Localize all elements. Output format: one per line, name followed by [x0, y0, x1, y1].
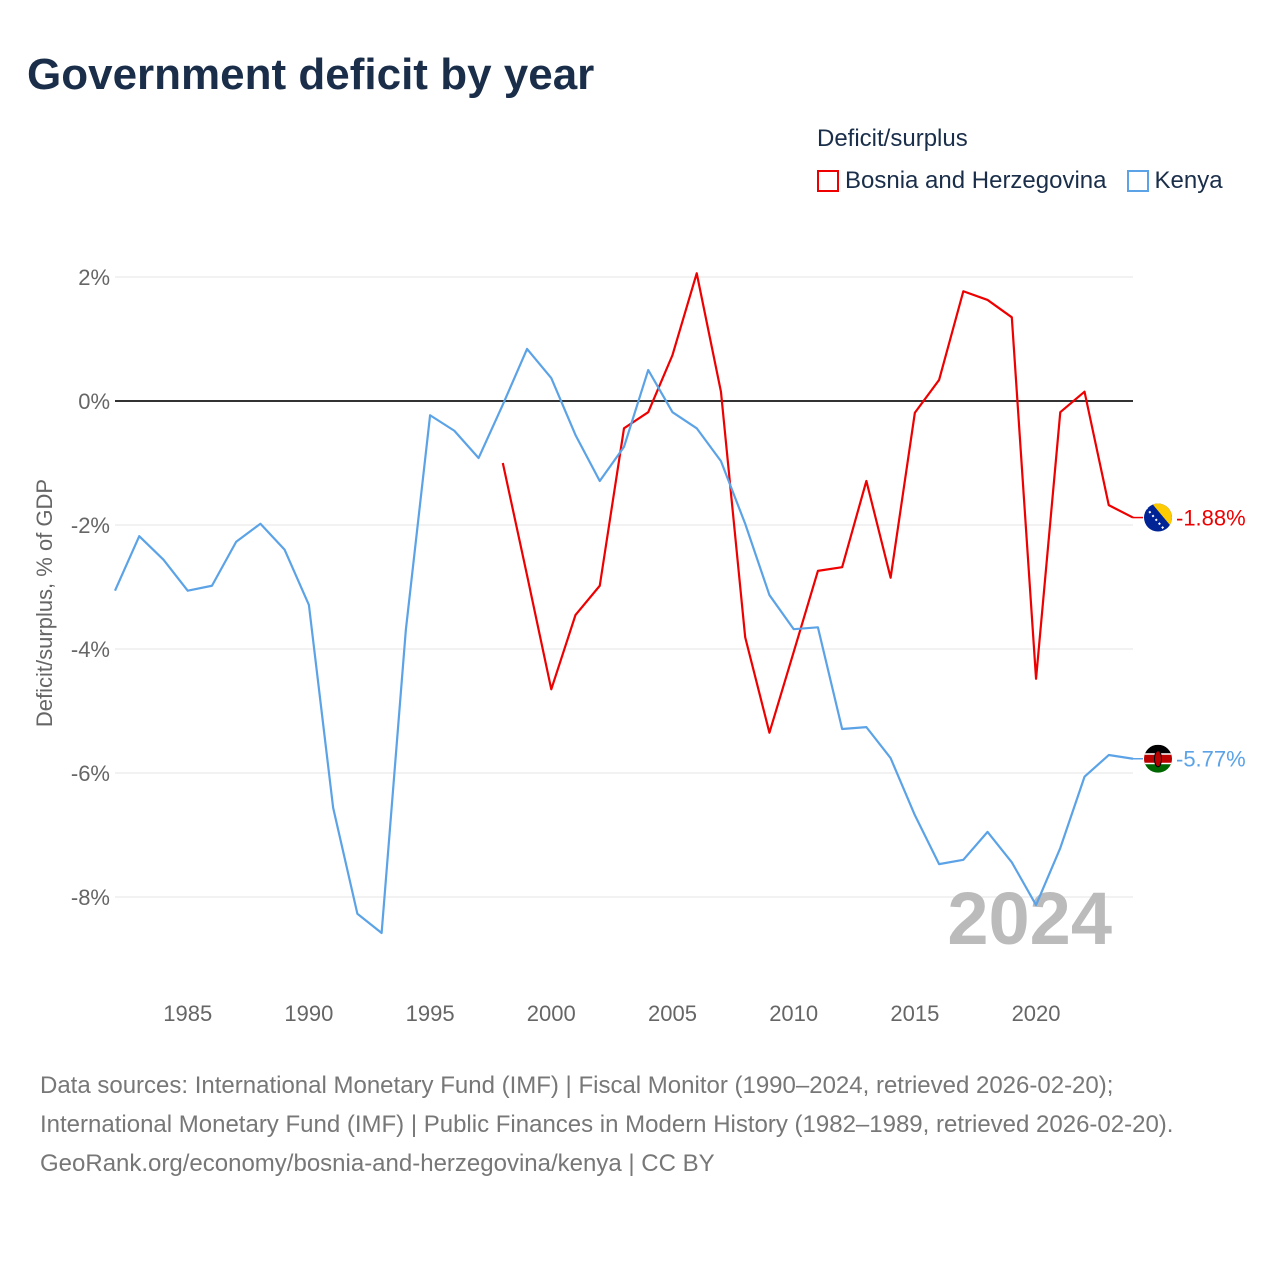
kenya-flag-icon	[1144, 744, 1172, 773]
bosnia-flag-icon	[1144, 503, 1172, 532]
x-tick-label: 1995	[406, 1001, 455, 1026]
x-tick-label: 1985	[163, 1001, 212, 1026]
x-tick-label: 2005	[648, 1001, 697, 1026]
legend: Bosnia and Herzegovina Kenya	[817, 167, 1223, 195]
end-value-label: -5.77%	[1176, 747, 1246, 772]
legend-title: Deficit/surplus	[817, 125, 968, 152]
year-watermark: 2024	[947, 877, 1112, 960]
y-tick-label: -2%	[71, 513, 110, 538]
series-line-kenya	[113, 347, 1134, 935]
x-tick-label: 2010	[769, 1001, 818, 1026]
legend-swatch-kenya	[1126, 170, 1149, 192]
y-tick-label: -6%	[71, 761, 110, 786]
x-tick-label: 2020	[1012, 1001, 1061, 1026]
legend-swatch-bosnia	[817, 170, 839, 192]
legend-label-bosnia: Bosnia and Herzegovina	[845, 167, 1107, 194]
footer: Data sources: International Monetary Fun…	[40, 1066, 1240, 1183]
legend-item-kenya[interactable]: Kenya	[1126, 167, 1223, 195]
x-tick-label: 2000	[527, 1001, 576, 1026]
y-axis-label: Deficit/surplus, % of GDP	[32, 479, 57, 727]
series-line-bosnia	[501, 272, 1134, 734]
legend-label-kenya: Kenya	[1154, 167, 1223, 194]
legend-item-bosnia[interactable]: Bosnia and Herzegovina	[817, 167, 1107, 195]
end-value-label: -1.88%	[1176, 506, 1246, 531]
x-tick-label: 2015	[890, 1001, 939, 1026]
y-tick-label: -8%	[71, 885, 110, 910]
chart-area: 2% 0% -2% -4% -6% -8% 1985 1990 1995 2000 2005 2010…	[32, 265, 1246, 1026]
y-tick-label: -4%	[71, 637, 110, 662]
data-sources: Data sources: International Monetary Fun…	[40, 1072, 1174, 1138]
credit-link[interactable]: GeoRank.org/economy/bosnia-and-herzegovi…	[40, 1150, 715, 1177]
y-tick-label: 0%	[78, 389, 110, 414]
chart-title: Government deficit by year	[27, 50, 595, 99]
y-tick-label: 2%	[78, 265, 110, 290]
x-tick-label: 1990	[284, 1001, 333, 1026]
